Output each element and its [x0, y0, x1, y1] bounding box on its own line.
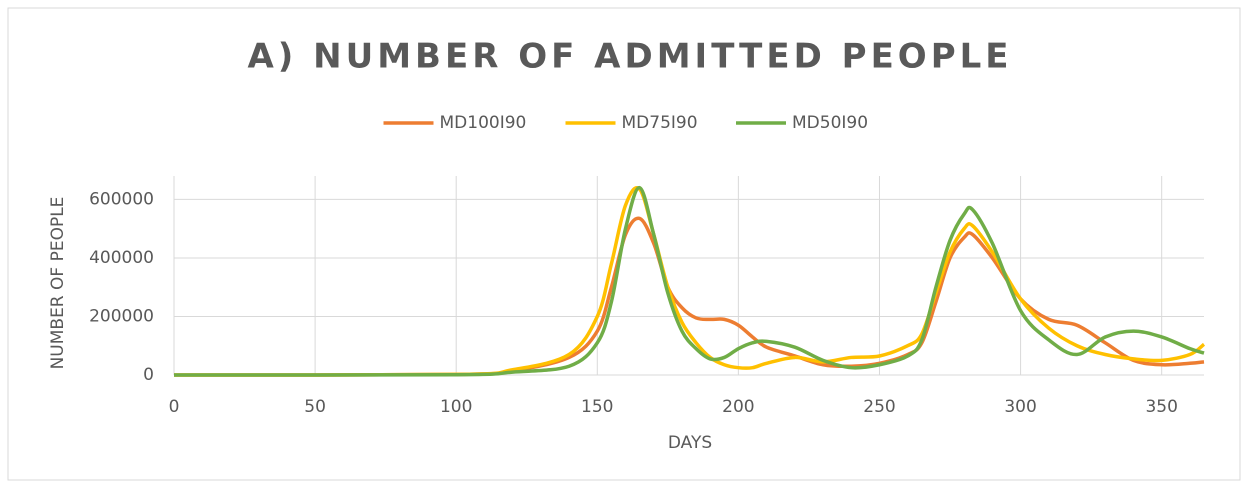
x-tick-label: 50: [304, 397, 326, 417]
legend-label: MD50I90: [792, 113, 868, 133]
y-axis-label: NUMBER OF PEOPLE: [48, 197, 68, 370]
y-tick-label: 0: [143, 365, 154, 385]
x-tick-label: 100: [440, 397, 472, 417]
x-tick-label: 0: [169, 397, 180, 417]
x-tick-label: 200: [722, 397, 754, 417]
x-tick-label: 150: [581, 397, 613, 417]
x-tick-label: 250: [863, 397, 895, 417]
legend-label: MD75I90: [622, 113, 698, 133]
series-line: [173, 185, 1205, 377]
x-tick-label: 300: [1004, 397, 1036, 417]
x-tick-label: 350: [1145, 397, 1177, 417]
legend-label: MD100I90: [440, 113, 527, 133]
y-tick-label: 400000: [89, 248, 154, 268]
series-line: [173, 186, 1206, 377]
chart-title: A) NUMBER OF ADMITTED PEOPLE: [247, 37, 1012, 77]
x-axis-label: DAYS: [668, 433, 712, 453]
y-tick-label: 600000: [89, 189, 154, 209]
y-tick-label: 200000: [89, 306, 154, 326]
